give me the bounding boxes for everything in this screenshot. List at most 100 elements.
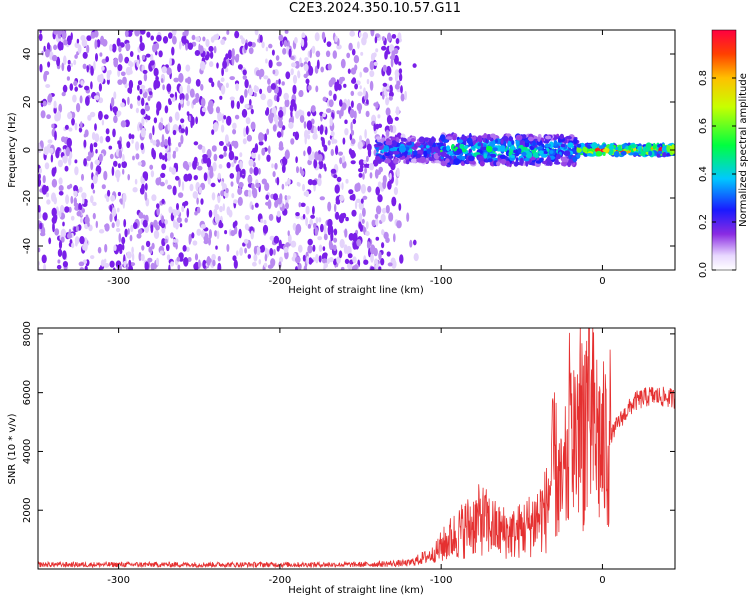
snr-panel: -300 -200 -100 0 2000 4000 6000 8000 Height of … [7,321,676,596]
noise-cell [200,97,206,108]
signal-cell [393,158,399,164]
noise-cell [182,245,187,252]
noise-cell [254,92,257,97]
noise-cell [86,44,90,54]
noise-cell [74,159,78,164]
noise-cell [234,220,238,227]
noise-cell [268,43,273,49]
noise-cell [350,100,354,108]
noise-cell [45,84,51,88]
signal-cell [648,150,653,157]
noise-cell [63,55,67,66]
noise-cell [113,57,119,68]
noise-cell [161,155,165,161]
noise-cell [108,145,113,150]
noise-cell [138,212,144,219]
noise-cell [359,135,362,142]
noise-cell [57,248,63,257]
noise-cell [327,63,332,71]
noise-cell [385,97,390,106]
noise-cell [197,144,203,150]
noise-cell [257,154,261,161]
noise-cell [135,153,140,160]
signal-cell [515,157,519,163]
signal-cell [424,137,429,142]
noise-cell [195,36,201,42]
noise-cell [336,176,342,182]
noise-cell [354,83,358,90]
noise-cell [268,213,274,221]
noise-cell [92,212,96,220]
noise-cell [360,51,364,56]
noise-cell [220,190,225,197]
noise-cell [82,51,88,59]
noise-cell [144,183,148,191]
noise-cell [251,183,255,190]
noise-cell [98,83,102,92]
noise-cell [307,146,312,155]
noise-cell [323,223,327,234]
noise-cell [241,108,248,118]
noise-cell [413,239,417,246]
noise-cell [373,61,378,66]
noise-cell [281,81,285,86]
noise-cell [124,30,129,38]
noise-cell [234,30,240,39]
signal-cell [559,133,564,140]
noise-cell [94,159,100,165]
noise-cell [173,77,179,83]
noise-cell [69,83,74,91]
noise-cell [351,209,357,217]
signal-cell [602,148,609,153]
colorbar-tick-label: 0.0 [698,262,709,278]
noise-cell [158,50,163,58]
signal-cell [598,145,604,150]
noise-cell [314,151,319,161]
noise-cell [90,182,95,190]
noise-cell [164,152,168,162]
noise-cell [126,141,131,149]
noise-cell [93,142,98,148]
noise-cell [300,62,304,68]
noise-cell [237,196,243,206]
noise-cell [362,32,369,40]
noise-cell [178,142,182,148]
noise-cell [393,54,399,65]
noise-cell [208,77,213,83]
noise-cell [308,258,314,264]
noise-cell [398,68,403,74]
signal-cell [572,156,578,162]
noise-cell [372,159,379,167]
noise-cell [129,51,134,57]
noise-cell [218,222,224,229]
noise-cell [168,206,173,214]
noise-cell [222,60,228,69]
noise-cell [327,140,331,146]
signal-cell [544,143,552,148]
noise-cell [314,32,320,42]
noise-cell [209,51,214,59]
noise-cell [314,227,319,236]
noise-cell [211,192,216,201]
noise-cell [72,94,77,103]
noise-cell [185,126,189,136]
noise-cell [395,106,400,116]
signal-cell [617,145,622,152]
noise-cell [334,81,339,92]
noise-cell [307,244,313,254]
noise-cell [253,85,259,93]
signal-cell [428,156,434,162]
noise-cell [106,78,110,85]
noise-cell [120,120,127,128]
noise-cell [147,95,151,102]
noise-cell [230,99,235,109]
noise-cell [198,186,203,194]
noise-cell [319,196,325,201]
signal-cell [391,140,397,147]
noise-cell [318,255,322,263]
noise-cell [236,101,240,110]
noise-cell [115,218,120,228]
noise-cell [174,238,179,244]
noise-cell [234,156,239,161]
noise-cell [289,104,294,112]
